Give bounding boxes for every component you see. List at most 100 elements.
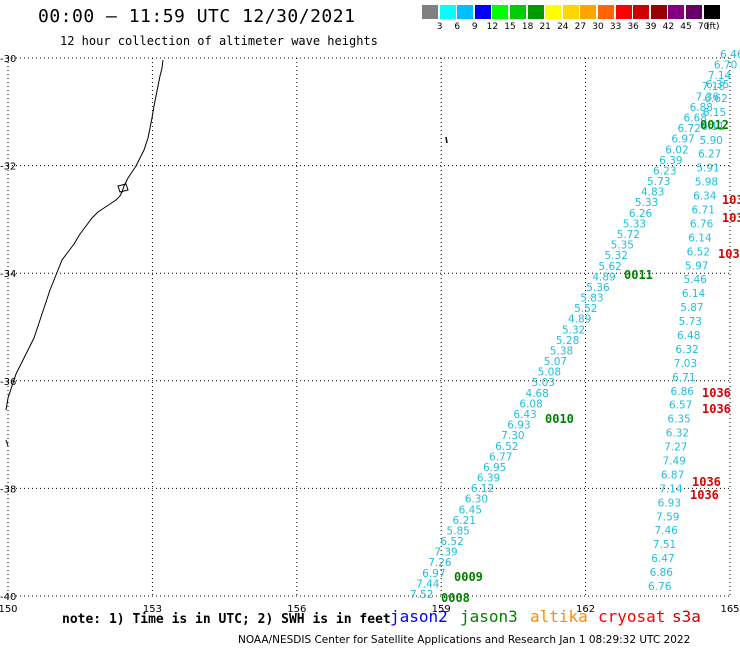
- swh-value: 5.62: [598, 261, 621, 273]
- swh-value: 7.03: [674, 358, 697, 370]
- color-scale-label: 39: [645, 22, 657, 32]
- swh-value: 6.08: [519, 398, 542, 410]
- color-swatch: [492, 5, 509, 19]
- swh-value: 5.38: [550, 345, 573, 357]
- color-scale-label: 36: [627, 22, 639, 32]
- swh-value: 4.89: [592, 271, 615, 283]
- color-swatch: [510, 5, 526, 19]
- color-scale-label: 27: [574, 22, 587, 32]
- swh-value: 4.89: [568, 314, 591, 326]
- swh-value: 6.87: [661, 469, 684, 481]
- swh-value: 6.47: [651, 553, 674, 565]
- swh-value: 5.03: [532, 377, 555, 389]
- swh-value: 6.34: [693, 191, 717, 203]
- longitude-label: 165: [720, 604, 739, 615]
- swh-value: 5.73: [647, 176, 670, 188]
- swh-value: 6.76: [648, 581, 672, 593]
- swh-value: 6.97: [671, 134, 694, 146]
- swh-value: 6.95: [483, 462, 506, 474]
- map-title: 00:00 – 11:59 UTC 12/30/2021: [38, 6, 356, 27]
- swh-value: 5.85: [446, 525, 469, 537]
- color-scale-label: 21: [539, 22, 551, 32]
- swh-value: 6.35: [706, 79, 729, 91]
- swh-value: 7.46: [654, 525, 678, 537]
- swh-value: 6.14: [682, 288, 706, 300]
- color-swatch: [457, 5, 474, 19]
- swh-value: 6.32: [675, 344, 698, 356]
- latitude-label: -40: [0, 592, 16, 603]
- color-scale-label: 9: [471, 22, 478, 32]
- latitude-label: -36: [0, 377, 16, 388]
- swh-value: 7.30: [501, 430, 524, 442]
- swh-value: 5.32: [562, 324, 585, 336]
- swh-value: 6.21: [453, 515, 476, 527]
- color-swatch: [668, 5, 685, 19]
- swh-value: 6.45: [459, 504, 482, 516]
- pass-id-label: 0010: [545, 412, 574, 426]
- swh-value: 6.86: [671, 386, 695, 398]
- pass-id-label: 103: [718, 247, 740, 261]
- color-scale-label: 3: [436, 22, 443, 32]
- legend-altika: altika: [530, 607, 588, 626]
- color-scale-label: 70: [697, 22, 710, 32]
- swh-value: 7.51: [653, 539, 676, 551]
- pass-id-label: 103: [722, 193, 740, 207]
- swh-value: 7.59: [656, 511, 679, 523]
- swh-value: 7.52: [410, 589, 433, 601]
- color-scale-label: 45: [680, 22, 692, 32]
- swh-value: 5.35: [611, 240, 634, 252]
- swh-value: 6.23: [653, 165, 676, 177]
- pass-id-label: 1036: [692, 475, 721, 489]
- swh-value: 7.14: [659, 483, 683, 495]
- color-swatch: [686, 5, 702, 19]
- color-scale-label: 15: [504, 22, 516, 32]
- longitude-label: 150: [0, 604, 18, 615]
- color-swatch: [650, 5, 667, 19]
- swh-value: 7.18: [702, 81, 725, 93]
- latitude-label: -34: [0, 269, 16, 280]
- swh-value: 6.57: [669, 400, 692, 412]
- longitude-label: 153: [143, 604, 162, 615]
- longitude-label: 162: [576, 604, 595, 615]
- swh-value: 4.68: [525, 388, 548, 400]
- swh-value: 7.36: [696, 91, 720, 103]
- swh-value: 5.90: [700, 135, 723, 147]
- coastline-fragment: [5, 439, 9, 447]
- swh-value: 7.14: [708, 70, 732, 82]
- map-subtitle: 12 hour collection of altimeter wave hei…: [60, 34, 378, 48]
- swh-value: 6.15: [703, 107, 726, 119]
- pass-id-label: 1036: [702, 386, 731, 400]
- footnote: note: 1) Time is in UTC; 2) SWH is in fe…: [62, 612, 391, 627]
- color-scale-label: 12: [486, 22, 499, 32]
- pass-id-label: 0008: [441, 591, 470, 605]
- swh-value: 7.49: [663, 456, 686, 468]
- color-swatch: [422, 5, 438, 19]
- swh-value: 5.98: [695, 177, 718, 189]
- island-speck: [445, 136, 448, 144]
- color-swatch: [439, 5, 456, 19]
- pass-id-label: 0012: [700, 118, 729, 132]
- legend-cryosat: cryosat: [598, 607, 666, 626]
- swh-value: 5.33: [623, 218, 646, 230]
- swh-value: 6.39: [659, 155, 682, 167]
- color-scale-label: 18: [521, 22, 534, 32]
- swh-value: 5.32: [605, 250, 628, 262]
- pass-id-label: 0011: [624, 268, 653, 282]
- legend-jason2: jason2: [390, 607, 448, 626]
- color-swatch: [527, 5, 544, 19]
- swh-value: 5.73: [679, 316, 702, 328]
- pass-id-label: 103: [722, 211, 740, 225]
- color-swatch: [562, 5, 579, 19]
- color-swatch: [615, 5, 632, 19]
- legend-s3a: s3a: [672, 607, 701, 626]
- pass-labels: 0008000900100011001210361036103610361031…: [441, 118, 740, 605]
- swh-value: 6.76: [690, 218, 714, 230]
- swh-value: 6.27: [698, 149, 721, 161]
- color-swatch: [580, 5, 597, 19]
- swh-value: 6.12: [471, 483, 494, 495]
- swh-value: 5.46: [683, 274, 707, 286]
- coastline-lake-detail: [117, 183, 129, 193]
- swh-value: 5.08: [538, 367, 561, 379]
- swh-value: 6.72: [677, 123, 700, 135]
- map-grid: [7, 57, 731, 597]
